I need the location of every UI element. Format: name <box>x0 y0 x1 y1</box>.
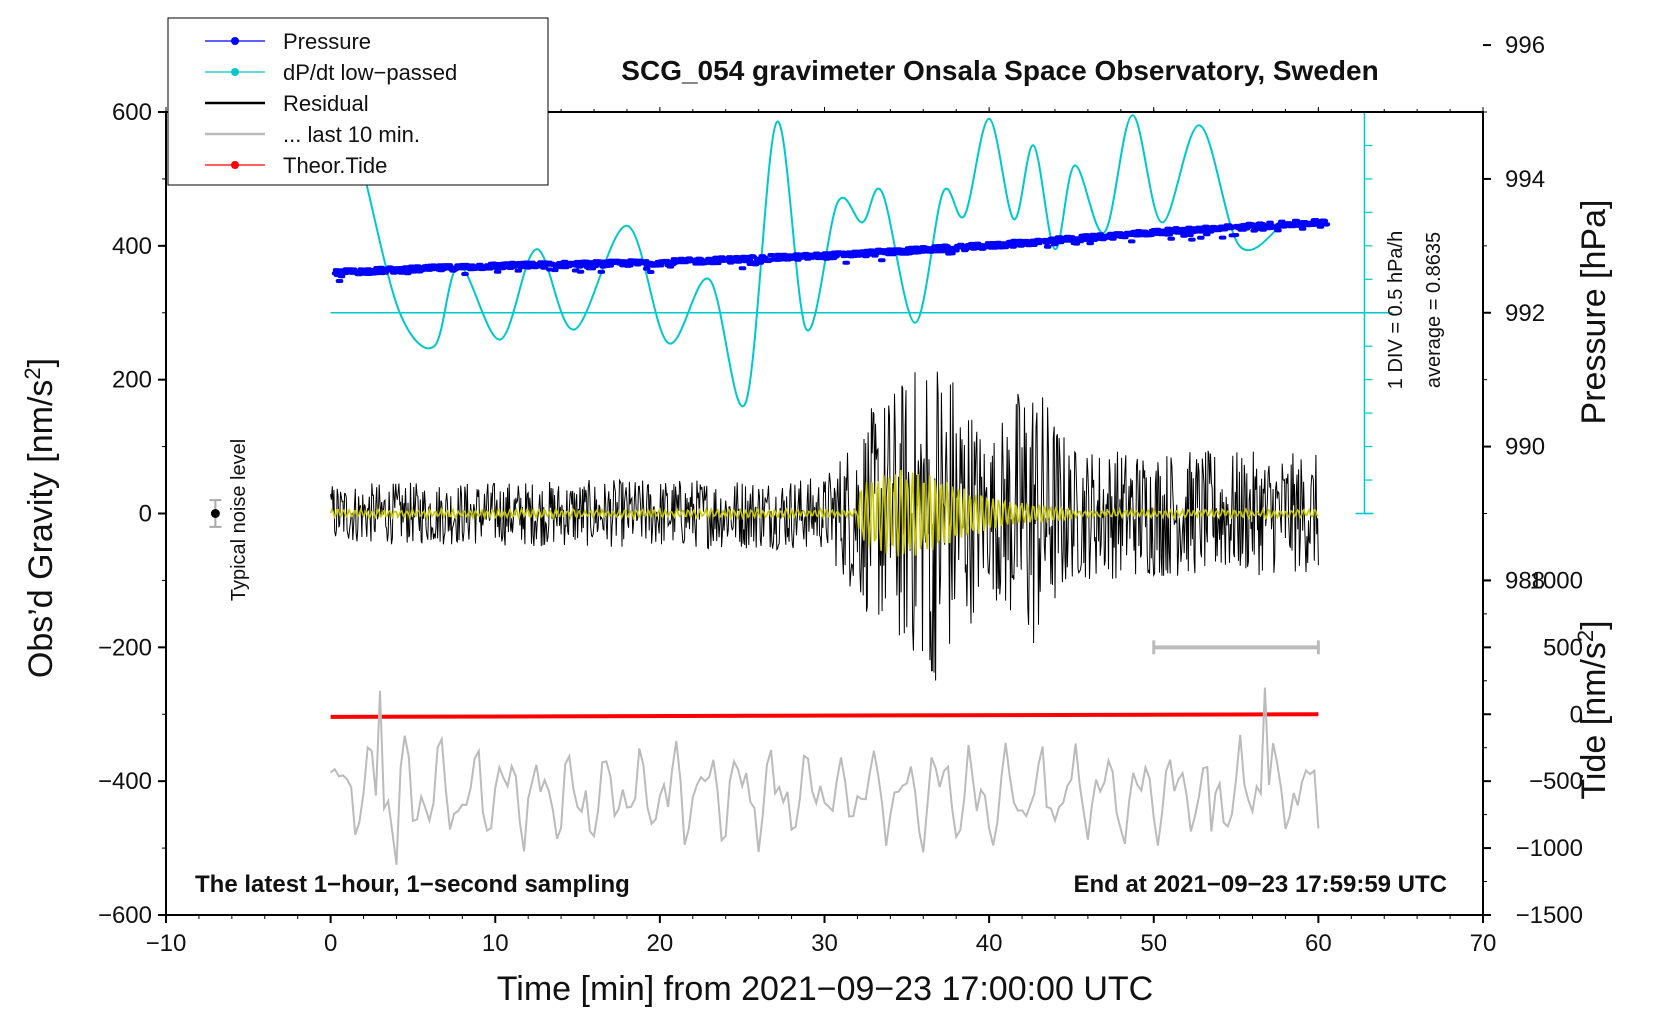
noise-point <box>210 509 220 518</box>
x-tick-label: 20 <box>647 930 674 957</box>
residual-line <box>330 371 1319 681</box>
y-axis-left-title-sup: 2 <box>20 367 45 379</box>
tide-tick-label: −500 <box>1529 768 1583 795</box>
theor-tide-line <box>330 712 1319 719</box>
y-tick-label: 600 <box>112 99 152 126</box>
x-tick-label: 0 <box>324 930 337 957</box>
y-tick-label: −600 <box>98 902 152 929</box>
legend: Pressure dP/dt low−passed Residual ... last… <box>205 29 457 178</box>
tide-axis-ticks: 1000 500 0 −500 −1000 −1500 <box>1483 567 1583 929</box>
legend-label: Pressure <box>283 29 371 54</box>
tide-tick-label: 1000 <box>1530 567 1583 594</box>
last-10-min-line <box>329 687 1320 865</box>
noise-level-label: Typical noise level <box>228 439 250 601</box>
tide-tick-label: −1000 <box>1516 835 1583 862</box>
y-axis-left-title-main: Obs’d Gravity [nm/s <box>22 380 60 679</box>
tide-tick-label: 500 <box>1543 634 1583 661</box>
residual-lowpass-line <box>329 469 1319 557</box>
y-axis-tide-title-sup: 2 <box>1573 630 1598 642</box>
y-axis-tide-title: Tide [nm/s2] <box>1573 620 1613 799</box>
x-tick-label: 70 <box>1470 930 1497 957</box>
y-axis-tide-title-main: Tide [nm/s <box>1575 642 1613 799</box>
y-tick-label: 200 <box>112 367 152 394</box>
pressure-tick-label: 992 <box>1505 300 1545 327</box>
y-axis-left-ticks: 600 400 200 0 −200 −400 −600 <box>98 99 166 929</box>
tide-tick-label: −1500 <box>1516 902 1583 929</box>
pressure-points <box>331 218 1331 283</box>
legend-label: Residual <box>283 91 369 116</box>
legend-box <box>167 17 549 186</box>
legend-label: Theor.Tide <box>283 153 387 178</box>
y-axis-pressure-title: Pressure [hPa] <box>1575 200 1613 425</box>
x-tick-label: −10 <box>146 930 187 957</box>
pressure-tick-label: 990 <box>1505 434 1545 461</box>
footer-left: The latest 1−hour, 1−second sampling <box>195 871 630 898</box>
legend-marker <box>231 68 239 76</box>
series-residual-group <box>330 371 1319 681</box>
dpdt-line <box>365 114 1283 408</box>
legend-marker <box>231 161 239 169</box>
x-tick-label: 30 <box>811 930 838 957</box>
pressure-tick-label: 996 <box>1505 32 1545 59</box>
y-axis-left-title: Obs’d Gravity [nm/s2] <box>20 358 60 678</box>
x-tick-label: 40 <box>976 930 1003 957</box>
y-axis-tide-title-tail: ] <box>1575 620 1613 629</box>
pressure-axis-ticks: 996 994 992 990 988 <box>1483 32 1545 594</box>
pressure-tick-label: 988 <box>1505 567 1545 594</box>
annotations-group <box>209 499 1320 655</box>
x-axis-title: Time [min] from 2021−09−23 17:00:00 UTC <box>497 970 1153 1008</box>
legend-label: dP/dt low−passed <box>283 60 457 85</box>
pressure-tick-label: 994 <box>1505 166 1545 193</box>
pressure-scale-text-2: average = 0.8635 <box>1423 232 1445 388</box>
x-axis-ticks: −10 0 10 20 30 40 50 60 70 <box>146 107 1497 957</box>
legend-label: ... last 10 min. <box>283 122 420 147</box>
y-axis-left-title-tail: ] <box>22 358 60 367</box>
legend-marker <box>231 37 239 45</box>
y-tick-label: 0 <box>139 501 152 528</box>
y-tick-label: −200 <box>98 634 152 661</box>
series-theor-tide-group <box>330 712 1319 719</box>
chart-title: SCG_054 gravimeter Onsala Space Observat… <box>621 55 1378 86</box>
x-tick-label: 50 <box>1140 930 1167 957</box>
y-tick-label: 400 <box>112 233 152 260</box>
pressure-scale-text-1: 1 DIV = 0.5 hPa/h <box>1385 231 1407 389</box>
series-residual-lowpass-group <box>329 469 1319 557</box>
series-pressure-group <box>331 218 1331 283</box>
tide-tick-label: 0 <box>1570 701 1583 728</box>
series-last-10-min-group <box>329 687 1320 865</box>
x-tick-label: 10 <box>482 930 509 957</box>
footer-right: End at 2021−09−23 17:59:59 UTC <box>1073 871 1447 898</box>
y-tick-label: −400 <box>98 768 152 795</box>
series-dpdt-group <box>330 111 1393 515</box>
x-tick-label: 60 <box>1305 930 1332 957</box>
